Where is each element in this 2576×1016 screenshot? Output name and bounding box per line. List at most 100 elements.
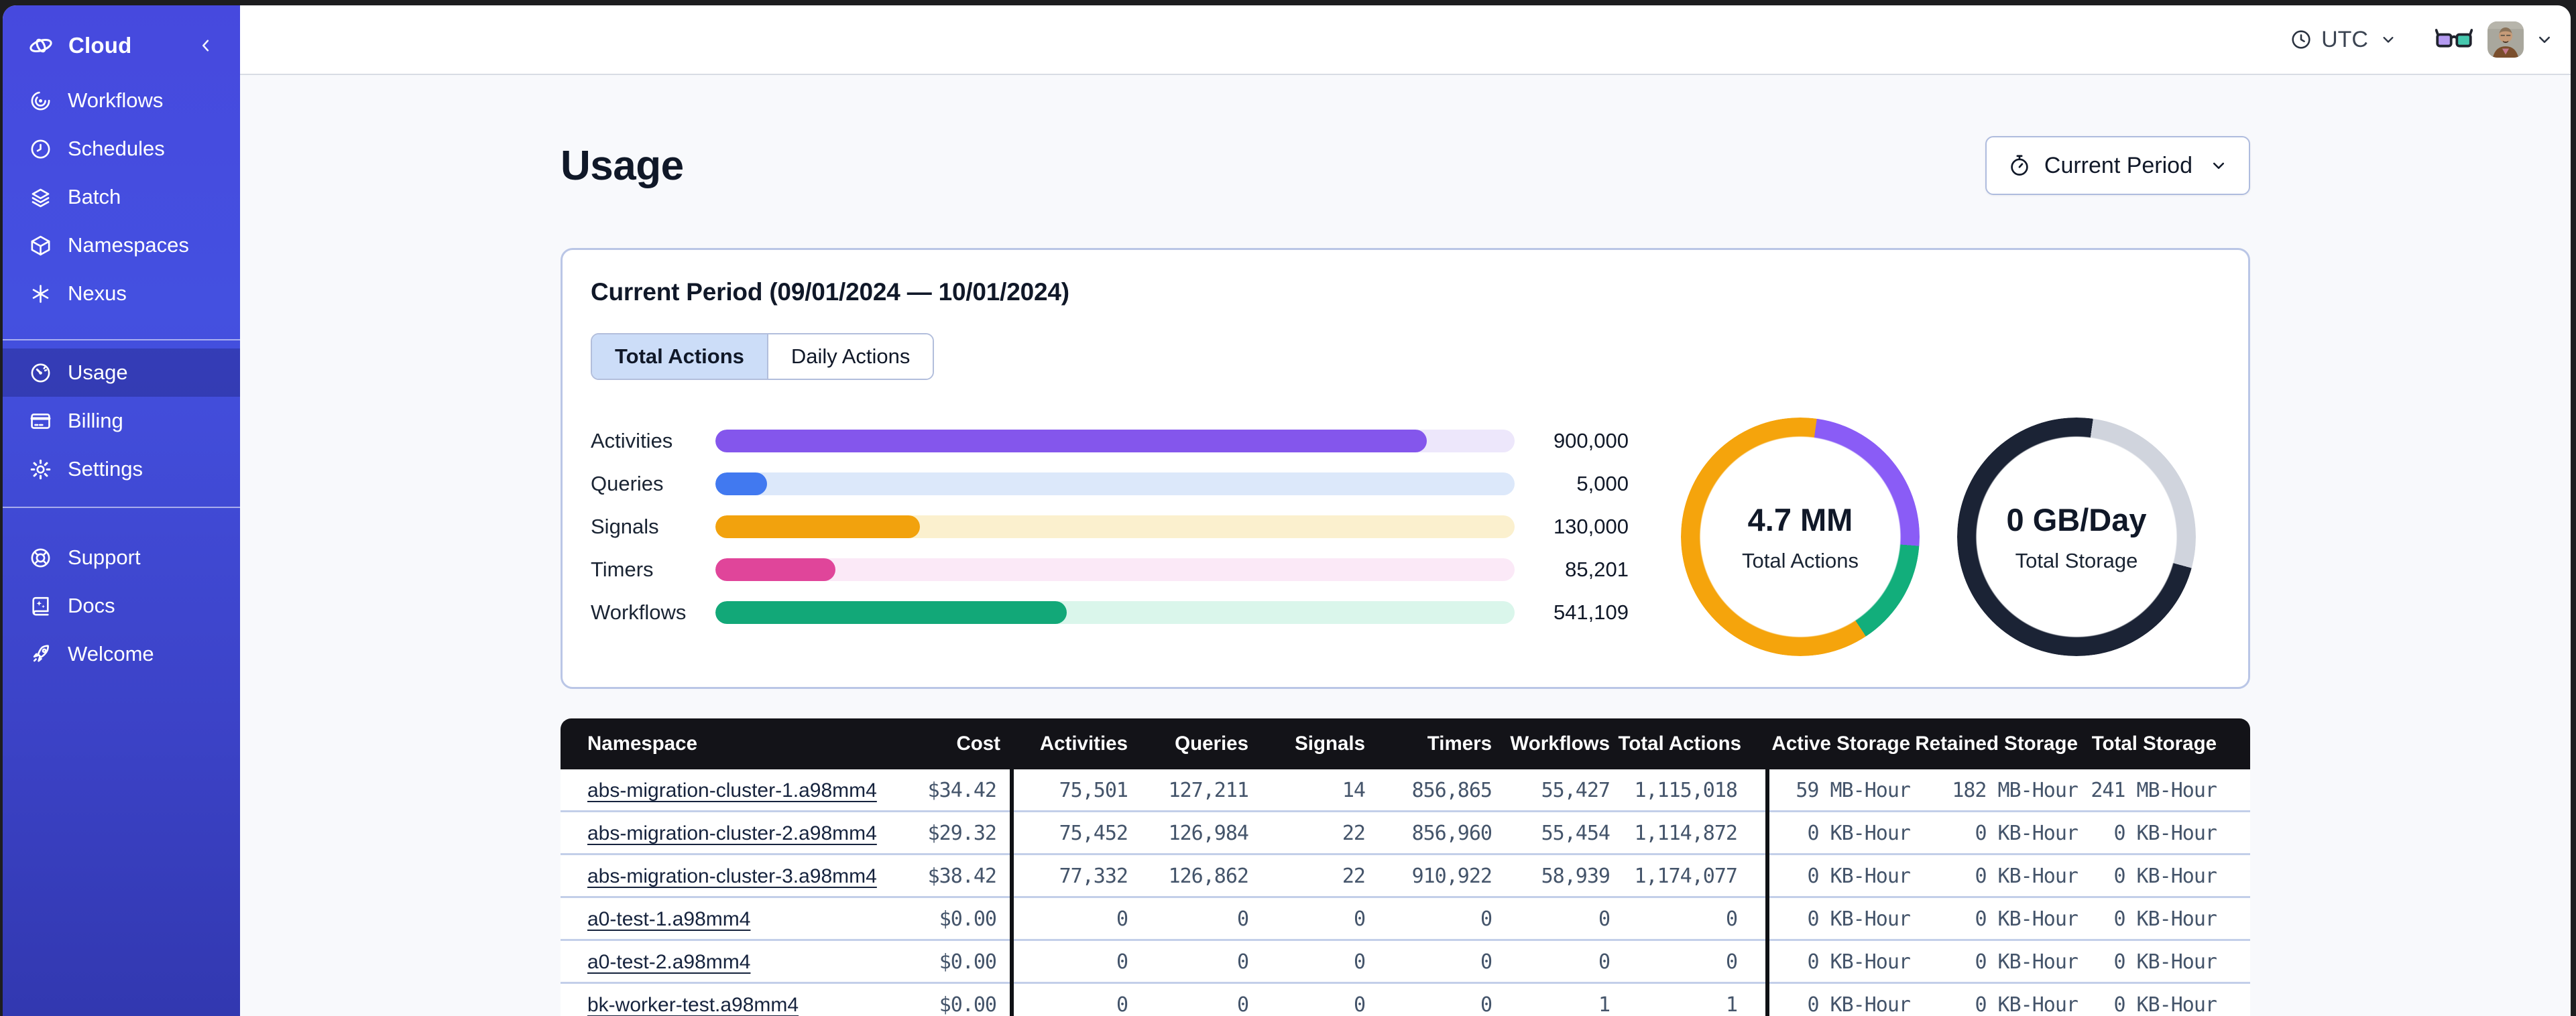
sidebar-nav-help: Support Docs Welcome xyxy=(3,533,240,678)
column-header-signals: Signals xyxy=(1295,733,1365,755)
namespace-usage-table: Namespace Cost Activities Queries Signal… xyxy=(561,718,2250,1016)
chevron-down-icon[interactable] xyxy=(2534,29,2555,50)
batch-icon xyxy=(28,185,53,210)
topbar: UTC xyxy=(240,5,2571,75)
sidebar: Cloud Workflows Schedules Batch Namespac… xyxy=(3,5,240,1016)
cell-timers: 856,960 xyxy=(1411,822,1492,845)
current-period-card: Current Period (09/01/2024 — 10/01/2024)… xyxy=(561,248,2250,689)
sidebar-collapse-button[interactable] xyxy=(196,36,216,56)
usage-bar-row: Activities 900,000 xyxy=(591,429,1629,452)
namespace-link[interactable]: abs-migration-cluster-3.a98mm4 xyxy=(587,865,877,887)
workflows-icon xyxy=(28,88,53,113)
clock-icon xyxy=(2289,27,2313,52)
sidebar-item-settings[interactable]: Settings xyxy=(3,445,240,493)
actions-bar-chart: Activities 900,000 Queries xyxy=(591,429,1629,644)
cell-queries: 0 xyxy=(1236,950,1248,974)
column-header-cost: Cost xyxy=(956,733,1000,755)
sidebar-item-namespaces[interactable]: Namespaces xyxy=(3,221,240,269)
sidebar-divider xyxy=(3,339,240,340)
tab-daily-actions[interactable]: Daily Actions xyxy=(766,334,933,379)
table-row: a0-test-1.a98mm4 $0.00 0 0 0 0 0 0 0 KB-… xyxy=(561,898,2250,941)
timezone-label: UTC xyxy=(2321,26,2368,52)
total-actions-donut: 4.7 MM Total Actions xyxy=(1681,418,1920,656)
column-header-queries: Queries xyxy=(1175,733,1248,755)
usage-bar-row: Queries 5,000 xyxy=(591,472,1629,495)
cell-cost: $38.42 xyxy=(909,855,1014,898)
cell-workflows: 58,939 xyxy=(1541,865,1610,888)
cell-workflows: 55,454 xyxy=(1541,822,1610,845)
total-actions-value: 4.7 MM xyxy=(1747,501,1853,537)
timezone-selector[interactable]: UTC xyxy=(2289,27,2398,53)
cell-active-storage: 0 KB-Hour xyxy=(1807,950,1910,974)
total-storage-value: 0 GB/Day xyxy=(2006,501,2147,537)
total-storage-donut: 0 GB/Day Total Storage xyxy=(1957,418,2196,656)
cell-retained-storage: 0 KB-Hour xyxy=(1975,907,2078,931)
namespace-link[interactable]: abs-migration-cluster-2.a98mm4 xyxy=(587,822,877,844)
cell-signals: 0 xyxy=(1353,993,1365,1016)
usage-bar-row: Timers 85,201 xyxy=(591,558,1629,581)
glasses-icon[interactable] xyxy=(2435,26,2473,53)
tab-total-actions[interactable]: Total Actions xyxy=(592,334,767,379)
cell-queries: 126,862 xyxy=(1168,865,1248,888)
cell-active-storage: 0 KB-Hour xyxy=(1807,993,1910,1016)
cell-retained-storage: 0 KB-Hour xyxy=(1975,822,2078,845)
cell-cost: $0.00 xyxy=(909,984,1014,1016)
cell-total-storage: 0 KB-Hour xyxy=(2113,993,2217,1016)
namespace-link[interactable]: a0-test-1.a98mm4 xyxy=(587,908,751,930)
sidebar-item-usage[interactable]: Usage xyxy=(3,348,240,397)
avatar[interactable] xyxy=(2487,21,2524,58)
cell-timers: 910,922 xyxy=(1411,865,1492,888)
period-dropdown-button[interactable]: Current Period xyxy=(1985,136,2250,195)
sidebar-item-support[interactable]: Support xyxy=(3,533,240,582)
main-area: UTC xyxy=(240,5,2571,1016)
usage-charts: Activities 900,000 Queries xyxy=(591,418,2220,656)
sidebar-item-welcome[interactable]: Welcome xyxy=(3,630,240,678)
namespace-link[interactable]: abs-migration-cluster-1.a98mm4 xyxy=(587,779,877,802)
page-title: Usage xyxy=(561,142,684,189)
nexus-icon xyxy=(28,281,53,306)
sidebar-item-billing[interactable]: Billing xyxy=(3,397,240,445)
table-header: Namespace Cost Activities Queries Signal… xyxy=(561,718,2250,769)
cell-cost: $0.00 xyxy=(909,898,1014,941)
sidebar-item-batch[interactable]: Batch xyxy=(3,173,240,221)
table-body: abs-migration-cluster-1.a98mm4 $34.42 75… xyxy=(561,769,2250,1016)
cell-activities: 0 xyxy=(1116,950,1128,974)
cell-timers: 856,865 xyxy=(1411,779,1492,802)
donut-charts: 4.7 MM Total Actions 0 GB/Day Total Stor… xyxy=(1681,418,2196,656)
cell-total-storage: 0 KB-Hour xyxy=(2113,950,2217,974)
sidebar-item-docs[interactable]: Docs xyxy=(3,582,240,630)
cell-cost: $29.32 xyxy=(909,812,1014,855)
brand-label: Cloud xyxy=(68,33,132,58)
sidebar-nav-account: Usage Billing Settings xyxy=(3,348,240,493)
sidebar-item-schedules[interactable]: Schedules xyxy=(3,125,240,173)
cell-active-storage: 0 KB-Hour xyxy=(1807,907,1910,931)
cell-activities: 75,452 xyxy=(1059,822,1128,845)
page-header: Usage Current Period xyxy=(561,135,2250,196)
cell-queries: 0 xyxy=(1236,907,1248,931)
cell-total-storage: 241 MB-Hour xyxy=(2091,779,2217,802)
column-header-activities: Activities xyxy=(1039,733,1128,755)
cell-total-actions: 1,115,018 xyxy=(1610,769,1769,812)
stopwatch-icon xyxy=(2007,153,2032,178)
total-storage-label: Total Storage xyxy=(2015,548,2138,572)
column-header-namespace: Namespace xyxy=(587,733,697,755)
table-row: abs-migration-cluster-3.a98mm4 $38.42 77… xyxy=(561,855,2250,898)
cell-retained-storage: 0 KB-Hour xyxy=(1975,950,2078,974)
namespace-link[interactable]: bk-worker-test.a98mm4 xyxy=(587,994,799,1016)
table-row: abs-migration-cluster-1.a98mm4 $34.42 75… xyxy=(561,769,2250,812)
cell-workflows: 1 xyxy=(1598,993,1610,1016)
sidebar-item-nexus[interactable]: Nexus xyxy=(3,269,240,318)
cell-timers: 0 xyxy=(1480,993,1492,1016)
namespace-link[interactable]: a0-test-2.a98mm4 xyxy=(587,951,751,973)
cell-total-storage: 0 KB-Hour xyxy=(2113,822,2217,845)
total-actions-label: Total Actions xyxy=(1741,548,1859,572)
cell-timers: 0 xyxy=(1480,907,1492,931)
sidebar-divider xyxy=(3,507,240,508)
page-content: Usage Current Period Current Period (09/… xyxy=(240,75,2571,1016)
cell-activities: 75,501 xyxy=(1059,779,1128,802)
billing-icon xyxy=(28,409,53,434)
period-dropdown-label: Current Period xyxy=(2044,152,2192,178)
cell-workflows: 55,427 xyxy=(1541,779,1610,802)
cell-signals: 0 xyxy=(1353,950,1365,974)
sidebar-item-workflows[interactable]: Workflows xyxy=(3,76,240,125)
